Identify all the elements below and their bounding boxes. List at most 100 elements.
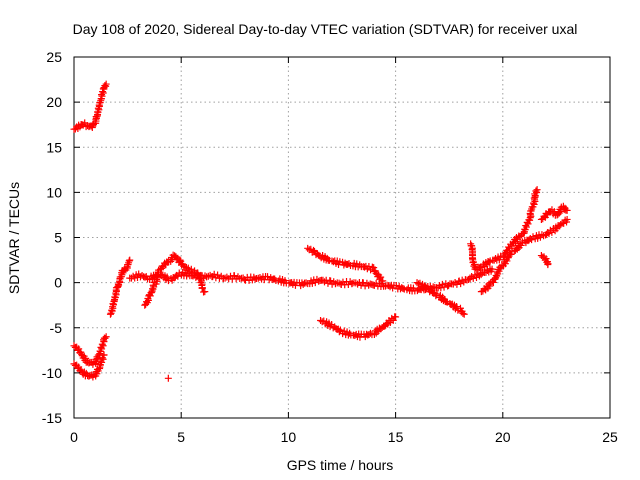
data-point <box>164 374 172 382</box>
data-point <box>210 270 218 278</box>
data-point <box>201 288 209 296</box>
data-point <box>99 342 107 350</box>
data-point <box>377 273 385 281</box>
series-track-f-bumps <box>141 251 209 309</box>
data-point <box>531 192 539 200</box>
x-tick-label: 15 <box>388 429 404 445</box>
data-point <box>517 241 525 249</box>
data-point <box>433 290 441 298</box>
data-point <box>486 282 494 290</box>
data-point <box>557 207 565 215</box>
data-point <box>336 326 344 334</box>
data-point <box>187 265 195 273</box>
y-tick-label: 20 <box>46 94 62 110</box>
data-point <box>459 309 467 317</box>
data-point <box>460 310 468 318</box>
data-point <box>557 221 565 229</box>
data-point <box>98 358 106 366</box>
data-point <box>392 313 400 321</box>
data-point <box>164 258 172 266</box>
y-tick-label: -10 <box>42 365 62 381</box>
y-tick-label: -15 <box>42 410 62 426</box>
series-track-h-dip <box>317 313 400 341</box>
y-tick-label: 10 <box>46 184 62 200</box>
data-point <box>98 345 106 353</box>
data-point <box>528 236 536 244</box>
chart-title: Day 108 of 2020, Sidereal Day-to-day VTE… <box>73 21 578 37</box>
data-point <box>254 274 262 282</box>
y-tick-label: 5 <box>54 230 62 246</box>
data-point <box>563 206 571 214</box>
data-point <box>469 274 477 282</box>
series-track-c-early-low <box>70 351 108 381</box>
data-point <box>542 255 550 263</box>
data-point <box>102 80 110 88</box>
x-tick-label: 25 <box>602 429 618 445</box>
data-point <box>82 354 90 362</box>
series-track-a-early-high <box>70 80 110 133</box>
data-point <box>489 278 497 286</box>
data-point <box>485 258 493 266</box>
x-tick-label: 5 <box>177 429 185 445</box>
data-point <box>524 220 532 228</box>
data-point <box>495 256 503 264</box>
y-tick-label: 15 <box>46 139 62 155</box>
data-point <box>302 279 310 287</box>
data-point <box>465 276 473 284</box>
data-point <box>353 260 361 268</box>
series-track-j-late-rise <box>467 186 541 274</box>
series-track-k-late <box>477 215 571 296</box>
data-point <box>163 273 171 281</box>
data-point <box>370 264 378 272</box>
data-point <box>491 275 499 283</box>
series-track-i-cross <box>413 279 468 318</box>
data-point <box>365 262 373 270</box>
data-point <box>563 215 571 223</box>
data-point <box>102 333 110 341</box>
y-tick-label: 0 <box>54 275 62 291</box>
data-point <box>313 275 321 283</box>
y-tick-label: -5 <box>50 320 63 336</box>
data-point <box>264 273 272 281</box>
data-point <box>457 280 465 288</box>
data-point <box>320 278 328 286</box>
data-point <box>327 277 335 285</box>
data-point <box>488 265 496 273</box>
data-point <box>256 274 264 282</box>
data-point <box>555 209 563 217</box>
data-point <box>310 246 318 254</box>
x-axis-label: GPS time / hours <box>287 457 394 473</box>
data-point <box>101 82 109 90</box>
data-point <box>100 351 108 359</box>
series-track-e-main-band <box>126 265 496 295</box>
data-point <box>503 257 511 265</box>
series-track-l-late-high <box>537 202 571 223</box>
data-point <box>354 280 362 288</box>
tick-labels: 0 5 10 15 20 25 -15 -10 -5 0 5 10 15 20 25 <box>42 49 618 445</box>
data-point <box>507 250 515 258</box>
data-point <box>522 223 530 231</box>
data-point <box>126 256 134 264</box>
axis-ticks <box>73 56 611 419</box>
data-point <box>146 292 154 300</box>
data-point <box>548 228 556 236</box>
data-point <box>379 277 387 285</box>
data-point <box>308 279 316 287</box>
data-point <box>445 281 453 289</box>
data-point <box>453 303 461 311</box>
x-tick-label: 10 <box>281 429 297 445</box>
data-point <box>99 355 107 363</box>
data-point <box>223 273 231 281</box>
data-point <box>184 264 192 272</box>
data-markers <box>70 80 571 382</box>
data-point <box>101 334 109 342</box>
data-point <box>174 272 182 280</box>
y-axis-label: SDTVAR / TECUs <box>6 182 22 294</box>
data-point <box>532 187 540 195</box>
x-tick-label: 20 <box>495 429 511 445</box>
series-outlier <box>164 374 172 382</box>
series-track-g-upper-right <box>304 244 387 285</box>
data-point <box>176 256 184 264</box>
data-point <box>544 261 552 269</box>
